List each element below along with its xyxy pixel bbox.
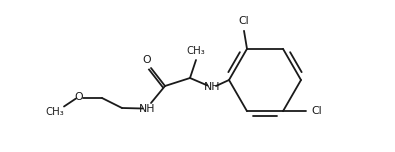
Text: Cl: Cl (239, 16, 249, 26)
Text: NH: NH (139, 104, 155, 114)
Text: CH₃: CH₃ (186, 46, 205, 56)
Text: O: O (75, 92, 83, 102)
Text: O: O (143, 55, 151, 65)
Text: Cl: Cl (312, 106, 322, 116)
Text: CH₃: CH₃ (46, 107, 64, 117)
Text: NH: NH (204, 82, 220, 92)
